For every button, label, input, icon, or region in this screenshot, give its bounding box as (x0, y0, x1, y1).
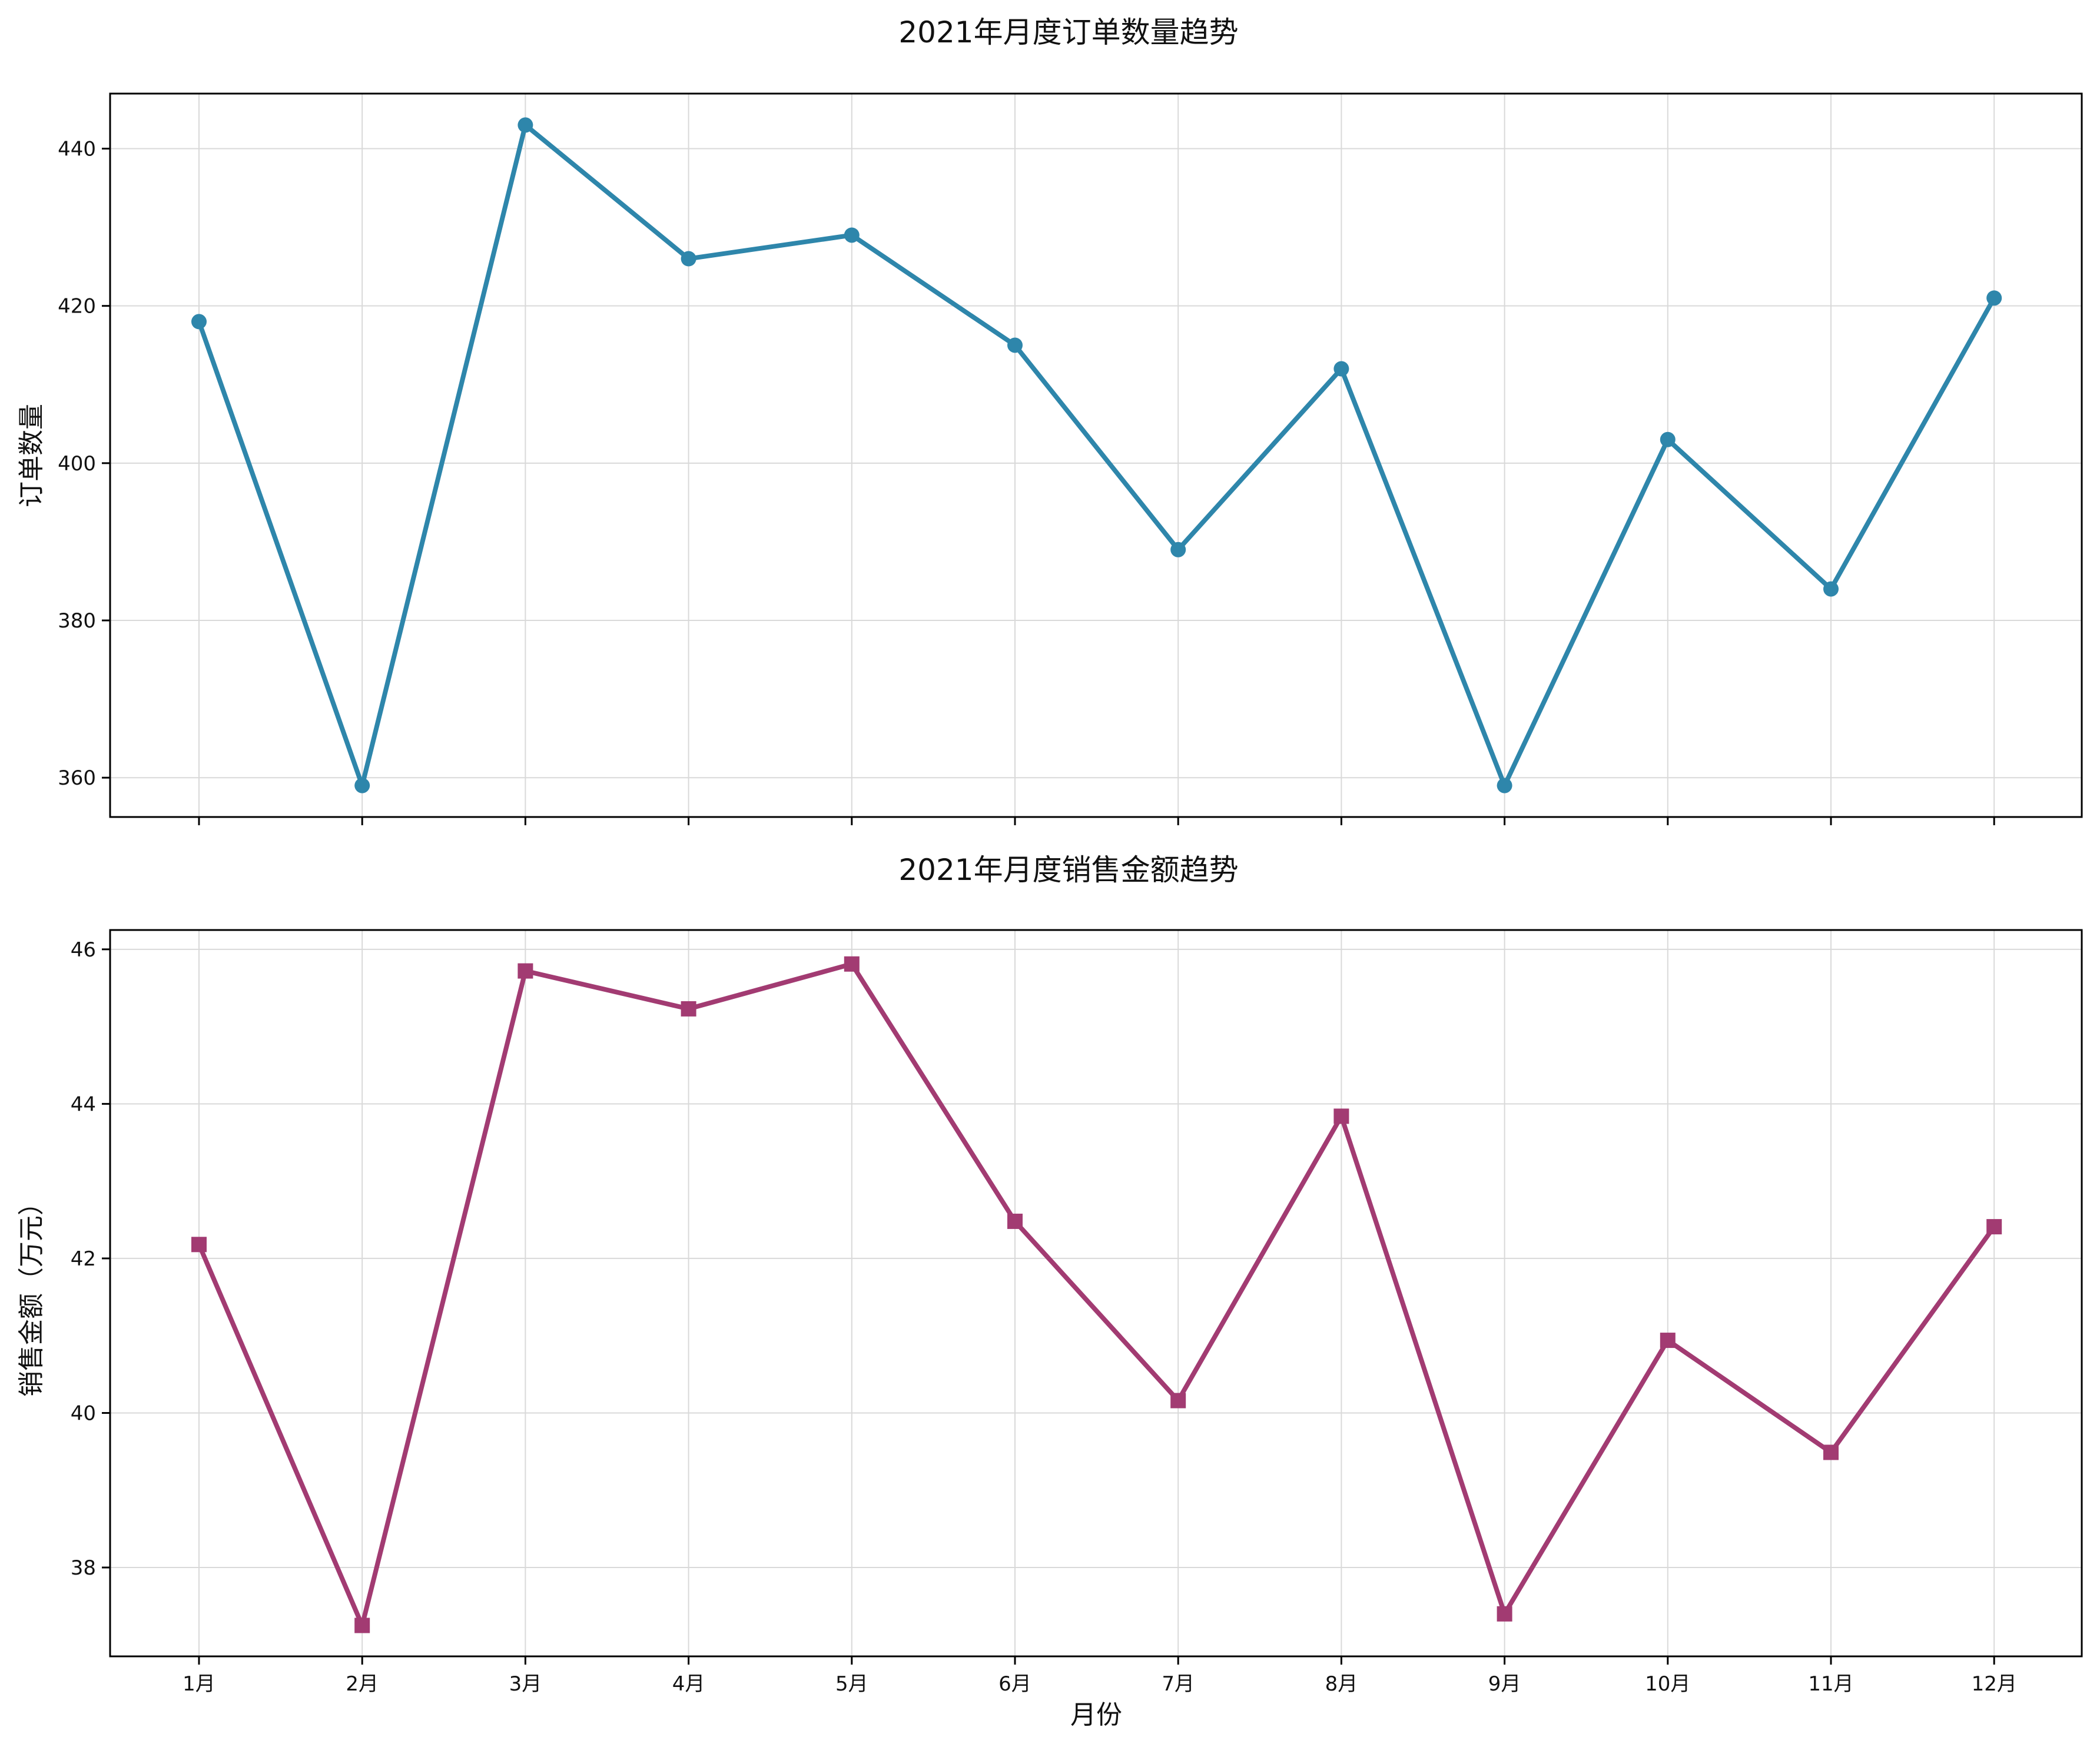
orders-chart: 2021年月度订单数量趋势 360 380 400 420 440 订单数量 (16, 15, 2083, 825)
y-tick-label: 420 (58, 295, 96, 318)
y-tick-label: 44 (71, 1092, 96, 1116)
data-point (191, 1237, 207, 1253)
data-point (681, 251, 696, 267)
y-tick-label: 360 (58, 766, 96, 790)
grid (110, 930, 2082, 1656)
data-point (1333, 1108, 1349, 1124)
data-point (1497, 778, 1512, 793)
x-tick-label: 11月 (1808, 1672, 1853, 1696)
data-point (517, 117, 533, 133)
data-point (1007, 337, 1023, 353)
y-tick-label: 380 (58, 609, 96, 633)
series-layer (191, 956, 2002, 1633)
y-tick-label: 42 (71, 1247, 96, 1271)
data-point (1823, 1444, 1839, 1460)
data-point (681, 1001, 696, 1017)
plot-frame (109, 92, 2083, 818)
series-line (197, 122, 1996, 788)
y-tick-label: 400 (58, 452, 96, 476)
x-tick-label: 7月 (1162, 1672, 1195, 1696)
x-tick-label: 10月 (1645, 1672, 1690, 1696)
y-tick-label: 38 (71, 1556, 96, 1580)
data-point (844, 956, 860, 972)
data-point (1170, 542, 1186, 557)
series-line (197, 961, 1996, 1628)
x-tick-label: 2月 (346, 1672, 379, 1696)
x-tick-label: 3月 (509, 1672, 542, 1696)
x-tick-label: 9月 (1488, 1672, 1521, 1696)
x-axis-label: 月份 (1070, 1700, 1122, 1730)
data-point (1333, 361, 1349, 377)
x-tick-label: 5月 (835, 1672, 868, 1696)
axis-layer: 360 380 400 420 440 (58, 138, 1995, 825)
data-point (1660, 431, 1676, 447)
chart-title: 2021年月度订单数量趋势 (898, 15, 1238, 49)
y-tick-label: 40 (71, 1401, 96, 1425)
x-tick-label: 8月 (1325, 1672, 1358, 1696)
y-axis-label: 订单数量 (16, 404, 47, 507)
plot-frame (109, 929, 2083, 1658)
chart-title: 2021年月度销售金额趋势 (898, 853, 1238, 887)
y-tick-label: 46 (71, 938, 96, 962)
y-tick-label: 440 (58, 138, 96, 161)
series-layer (191, 117, 2002, 793)
sales-chart: 2021年月度销售金额趋势 1月 2月 3月 4月 5月 6月 7月 8月 9月 10月 11月 12… (16, 853, 2083, 1730)
x-tick-label: 4月 (672, 1672, 705, 1696)
data-point (844, 227, 860, 243)
data-point (517, 963, 533, 979)
x-tick-label: 12月 (1972, 1672, 2017, 1696)
x-tick-label: 1月 (183, 1672, 215, 1696)
grid (110, 94, 2082, 817)
data-point (1823, 581, 1839, 597)
data-point (1660, 1333, 1676, 1349)
axis-layer: 1月 2月 3月 4月 5月 6月 7月 8月 9月 10月 11月 12月 38 40 42 44 46 (71, 938, 2017, 1696)
x-tick-label: 6月 (998, 1672, 1031, 1696)
data-point (1170, 1393, 1186, 1409)
data-point (1497, 1606, 1512, 1622)
data-point (1986, 1219, 2002, 1235)
data-point (354, 1618, 370, 1633)
data-point (191, 314, 207, 330)
data-point (354, 778, 370, 793)
data-point (1007, 1213, 1023, 1229)
data-point (1986, 290, 2002, 306)
y-axis-label: 销售金额（万元） (16, 1190, 47, 1397)
